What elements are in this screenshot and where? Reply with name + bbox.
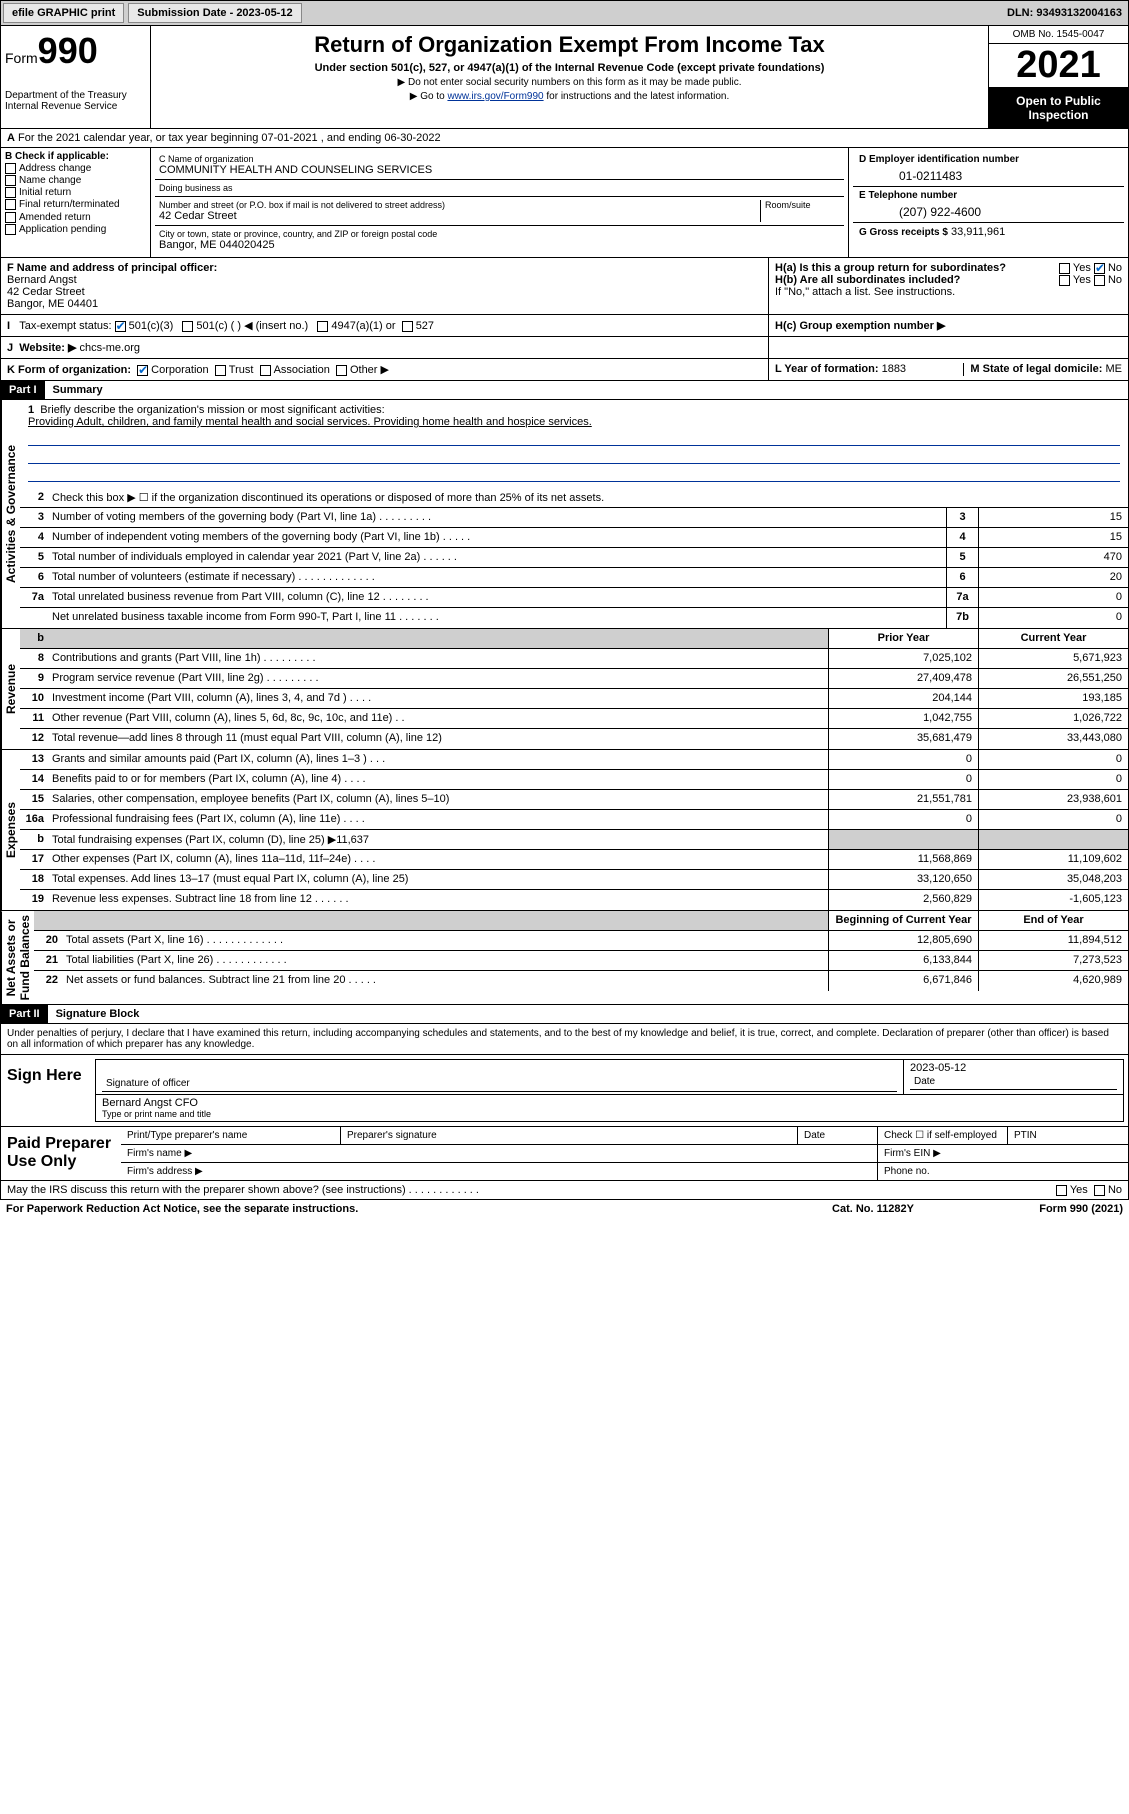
ein: 01-0211483 bbox=[859, 169, 1118, 183]
efile-button[interactable]: efile GRAPHIC print bbox=[3, 3, 124, 23]
part1-header: Part I bbox=[1, 381, 45, 399]
vert-activities: Activities & Governance bbox=[1, 400, 20, 628]
form-word: Form bbox=[5, 50, 38, 66]
website: chcs-me.org bbox=[79, 342, 140, 354]
sign-here-label: Sign Here bbox=[1, 1055, 91, 1126]
year-formation: 1883 bbox=[882, 363, 906, 375]
penalty-text: Under penalties of perjury, I declare th… bbox=[0, 1024, 1129, 1055]
state-domicile: ME bbox=[1106, 363, 1123, 375]
tax-year: 2021 bbox=[989, 44, 1128, 88]
city-state-zip: Bangor, ME 044020425 bbox=[159, 239, 840, 251]
open-inspection: Open to Public Inspection bbox=[989, 88, 1128, 128]
officer-name: Bernard Angst bbox=[7, 274, 762, 286]
section-de: D Employer identification number01-02114… bbox=[848, 148, 1128, 257]
form-note2: ▶ Go to www.irs.gov/Form990 for instruct… bbox=[157, 91, 982, 102]
gross-receipts: 33,911,961 bbox=[951, 226, 1005, 238]
top-bar: efile GRAPHIC print Submission Date - 20… bbox=[0, 0, 1129, 26]
irs-link[interactable]: www.irs.gov/Form990 bbox=[447, 91, 543, 102]
dln-label: DLN: 93493132004163 bbox=[1007, 7, 1122, 19]
tax-period: A For the 2021 calendar year, or tax yea… bbox=[0, 129, 1129, 148]
val-3: 15 bbox=[978, 508, 1128, 527]
street-address: 42 Cedar Street bbox=[159, 210, 760, 222]
omb-number: OMB No. 1545-0047 bbox=[989, 26, 1128, 44]
section-c: C Name of organizationCOMMUNITY HEALTH A… bbox=[151, 148, 848, 257]
form-title: Return of Organization Exempt From Incom… bbox=[157, 32, 982, 58]
officer-printed-name: Bernard Angst CFO bbox=[102, 1097, 1117, 1109]
section-b: B Check if applicable: Address change Na… bbox=[1, 148, 151, 257]
telephone: (207) 922-4600 bbox=[859, 205, 1118, 219]
paid-preparer-label: Paid Preparer Use Only bbox=[1, 1127, 121, 1180]
form-number: 990 bbox=[38, 30, 98, 71]
paperwork-notice: For Paperwork Reduction Act Notice, see … bbox=[6, 1203, 773, 1215]
submission-date-button[interactable]: Submission Date - 2023-05-12 bbox=[128, 3, 301, 23]
mission-text: Providing Adult, children, and family me… bbox=[28, 416, 1120, 428]
form-footer: Form 990 (2021) bbox=[973, 1203, 1123, 1215]
vert-expenses: Expenses bbox=[1, 750, 20, 910]
form-header: Form990 Department of the Treasury Inter… bbox=[0, 26, 1129, 129]
dept-label: Department of the Treasury Internal Reve… bbox=[5, 90, 146, 112]
org-name: COMMUNITY HEALTH AND COUNSELING SERVICES bbox=[159, 164, 840, 176]
sign-date: 2023-05-12 bbox=[910, 1062, 1117, 1074]
form-note1: ▶ Do not enter social security numbers o… bbox=[157, 77, 982, 88]
form-subtitle: Under section 501(c), 527, or 4947(a)(1)… bbox=[157, 62, 982, 74]
vert-netassets: Net Assets or Fund Balances bbox=[1, 911, 34, 1004]
part2-header: Part II bbox=[1, 1005, 48, 1023]
cat-number: Cat. No. 11282Y bbox=[773, 1203, 973, 1215]
vert-revenue: Revenue bbox=[1, 629, 20, 749]
